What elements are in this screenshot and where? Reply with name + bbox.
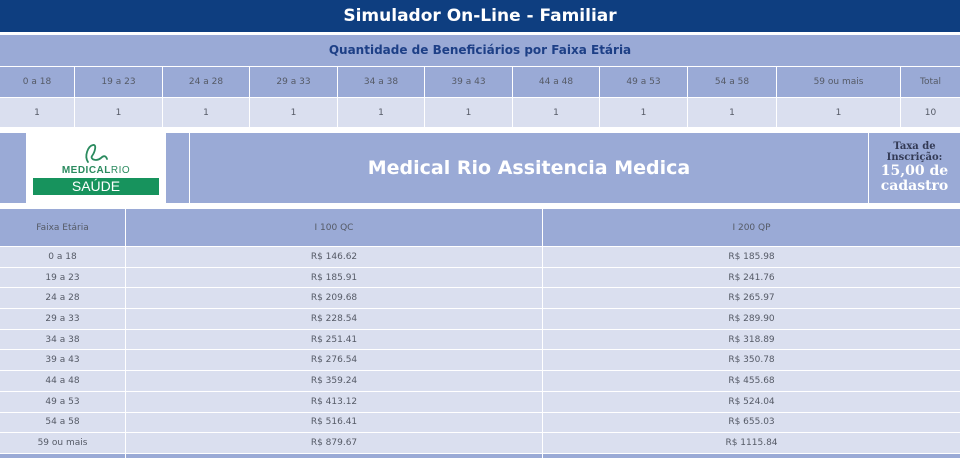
table-row: 34 a 38 R$ 251.41 R$ 318.89 [0, 329, 960, 351]
plan-name: Medical Rio Assitencia Medica [190, 133, 869, 203]
price-cell: R$ 146.62 [126, 247, 543, 267]
fee-value: 15,00 de [880, 163, 949, 180]
logo-wordmark: MEDICALRIO [61, 164, 131, 176]
age-range-cell: 59 ou mais [0, 433, 126, 453]
table-row: 19 a 23 R$ 185.91 R$ 241.76 [0, 267, 960, 289]
medicalrio-logo-mark-icon [85, 143, 108, 163]
age-range-cell: 0 a 18 [0, 247, 126, 267]
fee-value: cadastro [880, 178, 949, 194]
price-cell: R$ 276.54 [126, 350, 543, 371]
price-cell: R$ 413.12 [126, 391, 543, 412]
beneficiary-count: 1 [425, 98, 513, 127]
price-cell: R$ 1115.84 [543, 433, 960, 453]
table-row: 54 a 58 R$ 516.41 R$ 655.03 [0, 412, 960, 434]
age-range-header: 49 a 53 [600, 67, 688, 97]
price-cell: R$ 185.98 [543, 247, 960, 267]
age-range-cell: 24 a 28 [0, 288, 126, 309]
age-range-cell: 34 a 38 [0, 329, 126, 350]
price-cell: R$ 516.41 [126, 412, 543, 433]
price-cell: R$ 879.67 [126, 433, 543, 453]
age-range-cell: 54 a 58 [0, 412, 126, 433]
registration-fee: Taxa de Inscrição: 15,00 de cadastro [869, 133, 960, 203]
age-range-header: 59 ou mais [777, 67, 901, 97]
beneficiary-count: 1 [0, 98, 75, 127]
column-header-plan-i200qp: I 200 QP [543, 209, 960, 246]
column-header-plan-i100qc: I 100 QC [126, 209, 543, 246]
price-table: Faixa Etária I 100 QC I 200 QP 0 a 18 R$… [0, 209, 960, 454]
fee-label: Taxa de [893, 141, 936, 153]
age-range-header: 29 a 33 [250, 67, 338, 97]
beneficiary-count: 1 [513, 98, 600, 127]
price-cell: R$ 455.68 [543, 371, 960, 391]
age-range-header: 34 a 38 [338, 67, 425, 97]
total-header: Total [901, 67, 960, 97]
table-row: 29 a 33 R$ 228.54 R$ 289.90 [0, 309, 960, 330]
total-count: 10 [901, 98, 960, 127]
age-range-cell: 49 a 53 [0, 391, 126, 412]
table-row: 39 a 43 R$ 276.54 R$ 350.78 [0, 350, 960, 372]
footer-cell [0, 454, 126, 458]
table-row: 49 a 53 R$ 413.12 R$ 524.04 [0, 391, 960, 413]
age-range-header: 54 a 58 [688, 67, 777, 97]
price-cell: R$ 318.89 [543, 329, 960, 350]
age-range-header: 44 a 48 [513, 67, 600, 97]
footer-cell [543, 454, 960, 458]
table-row: 44 a 48 R$ 359.24 R$ 455.68 [0, 371, 960, 392]
beneficiary-count: 1 [338, 98, 425, 127]
age-range-header-row: 0 a 18 19 a 23 24 a 28 29 a 33 34 a 38 3… [0, 67, 960, 97]
price-cell: R$ 251.41 [126, 329, 543, 350]
banner-left-strip [0, 133, 26, 203]
age-range-cell: 44 a 48 [0, 371, 126, 391]
age-range-cell: 29 a 33 [0, 309, 126, 329]
plan-banner: MEDICALRIO SAÚDE Medical Rio Assitencia … [0, 133, 960, 203]
beneficiary-count: 1 [777, 98, 901, 127]
price-cell: R$ 350.78 [543, 350, 960, 371]
fee-label: Inscrição: [886, 151, 943, 163]
age-range-cell: 39 a 43 [0, 350, 126, 371]
price-cell: R$ 241.76 [543, 267, 960, 288]
price-cell: R$ 228.54 [126, 309, 543, 329]
footer-cell [126, 454, 543, 458]
age-range-header: 0 a 18 [0, 67, 75, 97]
banner-mid-strip [166, 133, 190, 203]
price-table-header: Faixa Etária I 100 QC I 200 QP [0, 209, 960, 247]
beneficiary-count: 1 [600, 98, 688, 127]
beneficiary-count-row: 1 1 1 1 1 1 1 1 1 1 10 [0, 97, 960, 127]
age-range-header: 39 a 43 [425, 67, 513, 97]
table-row: 59 ou mais R$ 879.67 R$ 1115.84 [0, 433, 960, 454]
beneficiary-count: 1 [163, 98, 250, 127]
price-cell: R$ 185.91 [126, 267, 543, 288]
age-range-cell: 19 a 23 [0, 267, 126, 288]
beneficiary-count: 1 [75, 98, 163, 127]
medicalrio-logo: MEDICALRIO SAÚDE [26, 133, 166, 203]
column-header-age-range: Faixa Etária [0, 209, 126, 246]
beneficiary-count: 1 [688, 98, 777, 127]
page-title: Simulador On-Line - Familiar [0, 0, 960, 32]
price-cell: R$ 265.97 [543, 288, 960, 309]
price-cell: R$ 289.90 [543, 309, 960, 329]
age-range-header: 24 a 28 [163, 67, 250, 97]
table-row: 0 a 18 R$ 146.62 R$ 185.98 [0, 247, 960, 268]
price-table-footer [0, 454, 960, 458]
beneficiary-count: 1 [250, 98, 338, 127]
price-cell: R$ 524.04 [543, 391, 960, 412]
price-cell: R$ 359.24 [126, 371, 543, 391]
price-cell: R$ 209.68 [126, 288, 543, 309]
logo-saude-label: SAÚDE [33, 177, 159, 195]
age-range-header: 19 a 23 [75, 67, 163, 97]
beneficiaries-section-title: Quantidade de Beneficiários por Faixa Et… [0, 35, 960, 66]
table-row: 24 a 28 R$ 209.68 R$ 265.97 [0, 288, 960, 310]
price-cell: R$ 655.03 [543, 412, 960, 433]
